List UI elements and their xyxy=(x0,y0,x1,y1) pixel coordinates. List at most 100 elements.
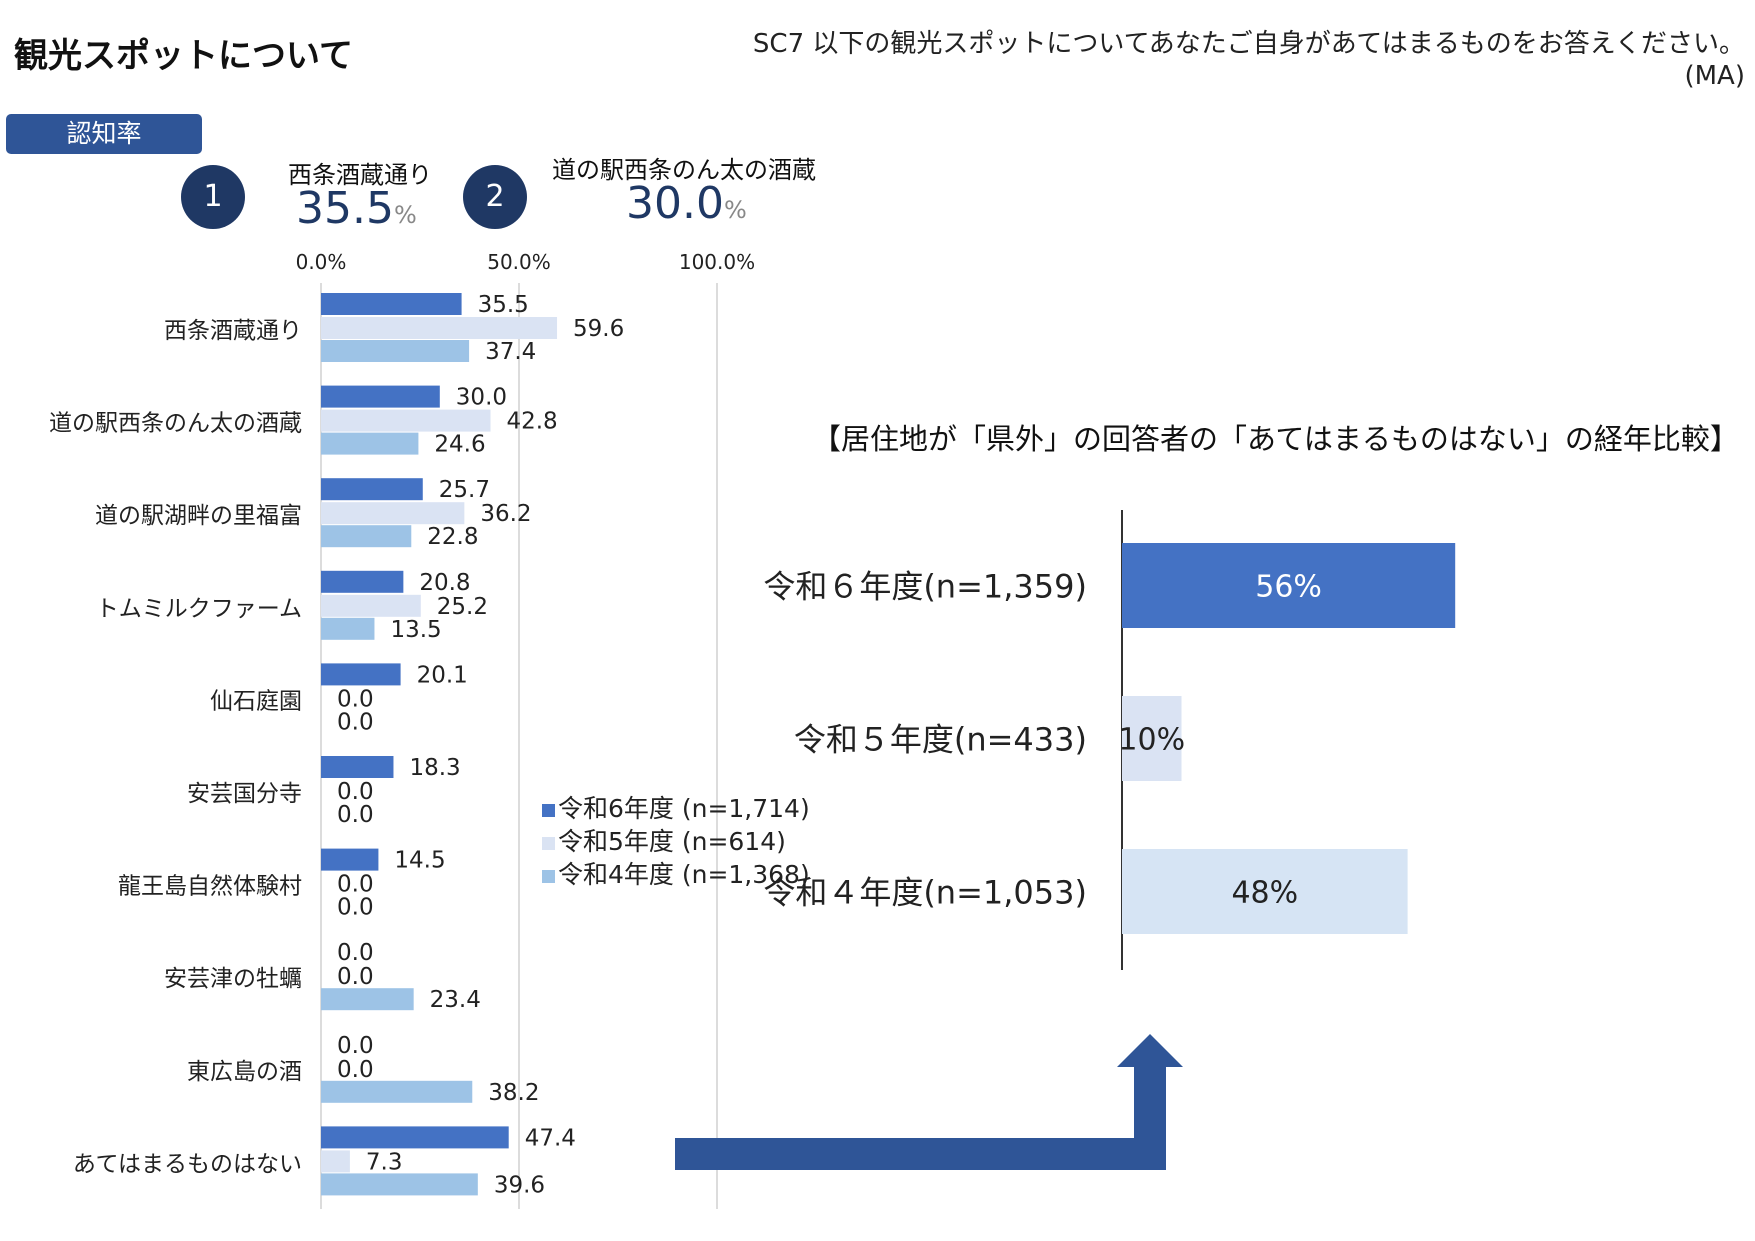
data-label: 0.0 xyxy=(337,779,374,805)
data-label: 39.6 xyxy=(494,1172,545,1198)
rank-2-badge: 2 xyxy=(463,165,527,229)
category-label: 龍王島自然体験村 xyxy=(118,874,302,900)
comparison-chart-title: 【居住地が「県外」の回答者の「あてはまるものはない」の経年比較】 xyxy=(812,422,1739,456)
bar xyxy=(321,1080,473,1103)
data-label: 36.2 xyxy=(480,501,531,527)
data-label: 7.3 xyxy=(366,1149,403,1175)
bar xyxy=(321,432,419,455)
bar xyxy=(321,663,401,686)
rank-1-figure: 35.5% xyxy=(296,183,417,234)
bar xyxy=(321,1126,509,1149)
rank-1-unit: % xyxy=(393,201,417,229)
data-label: 30.0 xyxy=(456,385,507,411)
data-label: 10% xyxy=(1118,723,1185,758)
bar xyxy=(321,756,394,778)
awareness-tab[interactable]: 認知率 xyxy=(6,114,202,154)
data-label: 25.2 xyxy=(437,594,488,620)
legend-label-r4: 令和4年度 (n=1,368) xyxy=(558,860,810,889)
category-label: 令和５年度(n=433) xyxy=(794,721,1087,759)
data-label: 0.0 xyxy=(337,964,374,990)
rank-2-value: 30.0 xyxy=(626,178,724,229)
page-title: 観光スポットについて xyxy=(14,36,353,76)
legend-swatch-r4 xyxy=(542,869,555,883)
data-label: 35.5 xyxy=(478,292,529,318)
legend-item-r5: 令和5年度 (n=614) xyxy=(542,825,810,858)
bar xyxy=(321,317,558,339)
data-label: 0.0 xyxy=(337,940,374,966)
bar xyxy=(321,1173,478,1196)
data-label: 38.2 xyxy=(488,1080,539,1106)
bar xyxy=(1122,543,1456,628)
bar xyxy=(321,409,491,432)
bar xyxy=(321,502,465,525)
category-label: トムミルクファーム xyxy=(96,596,302,622)
category-label: 仙石庭園 xyxy=(210,688,302,714)
category-label: 令和４年度(n=1,053) xyxy=(763,874,1087,912)
category-label: 東広島の酒 xyxy=(187,1059,302,1085)
category-label: 道の駅西条のん太の酒蔵 xyxy=(49,411,302,437)
data-label: 0.0 xyxy=(337,802,374,828)
category-label: あてはまるものはない xyxy=(73,1151,302,1177)
bar xyxy=(321,340,470,362)
legend-swatch-r5 xyxy=(542,836,555,850)
bar xyxy=(321,525,412,548)
bar xyxy=(1122,696,1182,781)
question-text: SC7 以下の観光スポットについてあなたご自身があてはまるものをお答えください。… xyxy=(645,28,1745,92)
data-label: 22.8 xyxy=(427,524,478,550)
bar xyxy=(321,1150,350,1173)
category-label: 西条酒蔵通り xyxy=(164,318,302,344)
bar xyxy=(1122,849,1408,934)
data-label: 48% xyxy=(1231,876,1298,911)
x-tick-label: 100.0% xyxy=(679,250,755,274)
rank-1-value: 35.5 xyxy=(296,183,394,234)
x-tick-label: 50.0% xyxy=(487,250,551,274)
data-label: 0.0 xyxy=(337,895,374,921)
bar xyxy=(321,848,379,871)
data-label: 0.0 xyxy=(337,1033,374,1059)
x-tick-label: 0.0% xyxy=(296,250,347,274)
rank-2-figure: 30.0% xyxy=(626,178,747,229)
category-label: 令和６年度(n=1,359) xyxy=(763,568,1087,606)
bar xyxy=(321,570,404,593)
data-label: 20.1 xyxy=(417,662,468,688)
data-label: 0.0 xyxy=(337,686,374,712)
data-label: 59.6 xyxy=(573,316,624,342)
data-label: 23.4 xyxy=(430,987,481,1013)
data-label: 20.8 xyxy=(419,570,470,596)
bar xyxy=(321,594,421,617)
data-label: 37.4 xyxy=(485,339,536,365)
data-label: 14.5 xyxy=(394,848,445,874)
category-label: 安芸国分寺 xyxy=(187,781,302,807)
data-label: 24.6 xyxy=(434,432,485,458)
category-label: 安芸津の牡蠣 xyxy=(164,966,302,992)
data-label: 25.7 xyxy=(439,477,490,503)
rank-1-name: 西条酒蔵通り xyxy=(288,161,432,189)
legend-item-r6: 令和6年度 (n=1,714) xyxy=(542,792,810,825)
data-label: 13.5 xyxy=(390,617,441,643)
legend: 令和6年度 (n=1,714) 令和5年度 (n=614) 令和4年度 (n=1… xyxy=(542,792,810,891)
bar xyxy=(321,988,414,1011)
rank-2-name: 道の駅西条のん太の酒蔵 xyxy=(552,156,816,184)
rank-1-badge: 1 xyxy=(181,165,245,229)
question-line-1: SC7 以下の観光スポットについてあなたご自身があてはまるものをお答えください。 xyxy=(752,29,1745,59)
bar xyxy=(321,617,375,640)
data-label: 18.3 xyxy=(409,755,460,781)
bar xyxy=(321,385,440,408)
rank-2-unit: % xyxy=(723,196,747,224)
category-label: 道の駅湖畔の里福富 xyxy=(95,503,302,529)
legend-label-r5: 令和5年度 (n=614) xyxy=(558,827,786,856)
question-line-2: (MA) xyxy=(1684,61,1745,91)
data-label: 0.0 xyxy=(337,709,374,735)
data-label: 0.0 xyxy=(337,1057,374,1083)
legend-item-r4: 令和4年度 (n=1,368) xyxy=(542,858,810,891)
data-label: 47.4 xyxy=(525,1125,576,1151)
data-label: 42.8 xyxy=(506,409,557,435)
bar xyxy=(321,478,423,501)
legend-swatch-r6 xyxy=(542,803,555,817)
bar xyxy=(321,293,462,315)
legend-label-r6: 令和6年度 (n=1,714) xyxy=(558,794,810,823)
data-label: 56% xyxy=(1255,570,1322,605)
